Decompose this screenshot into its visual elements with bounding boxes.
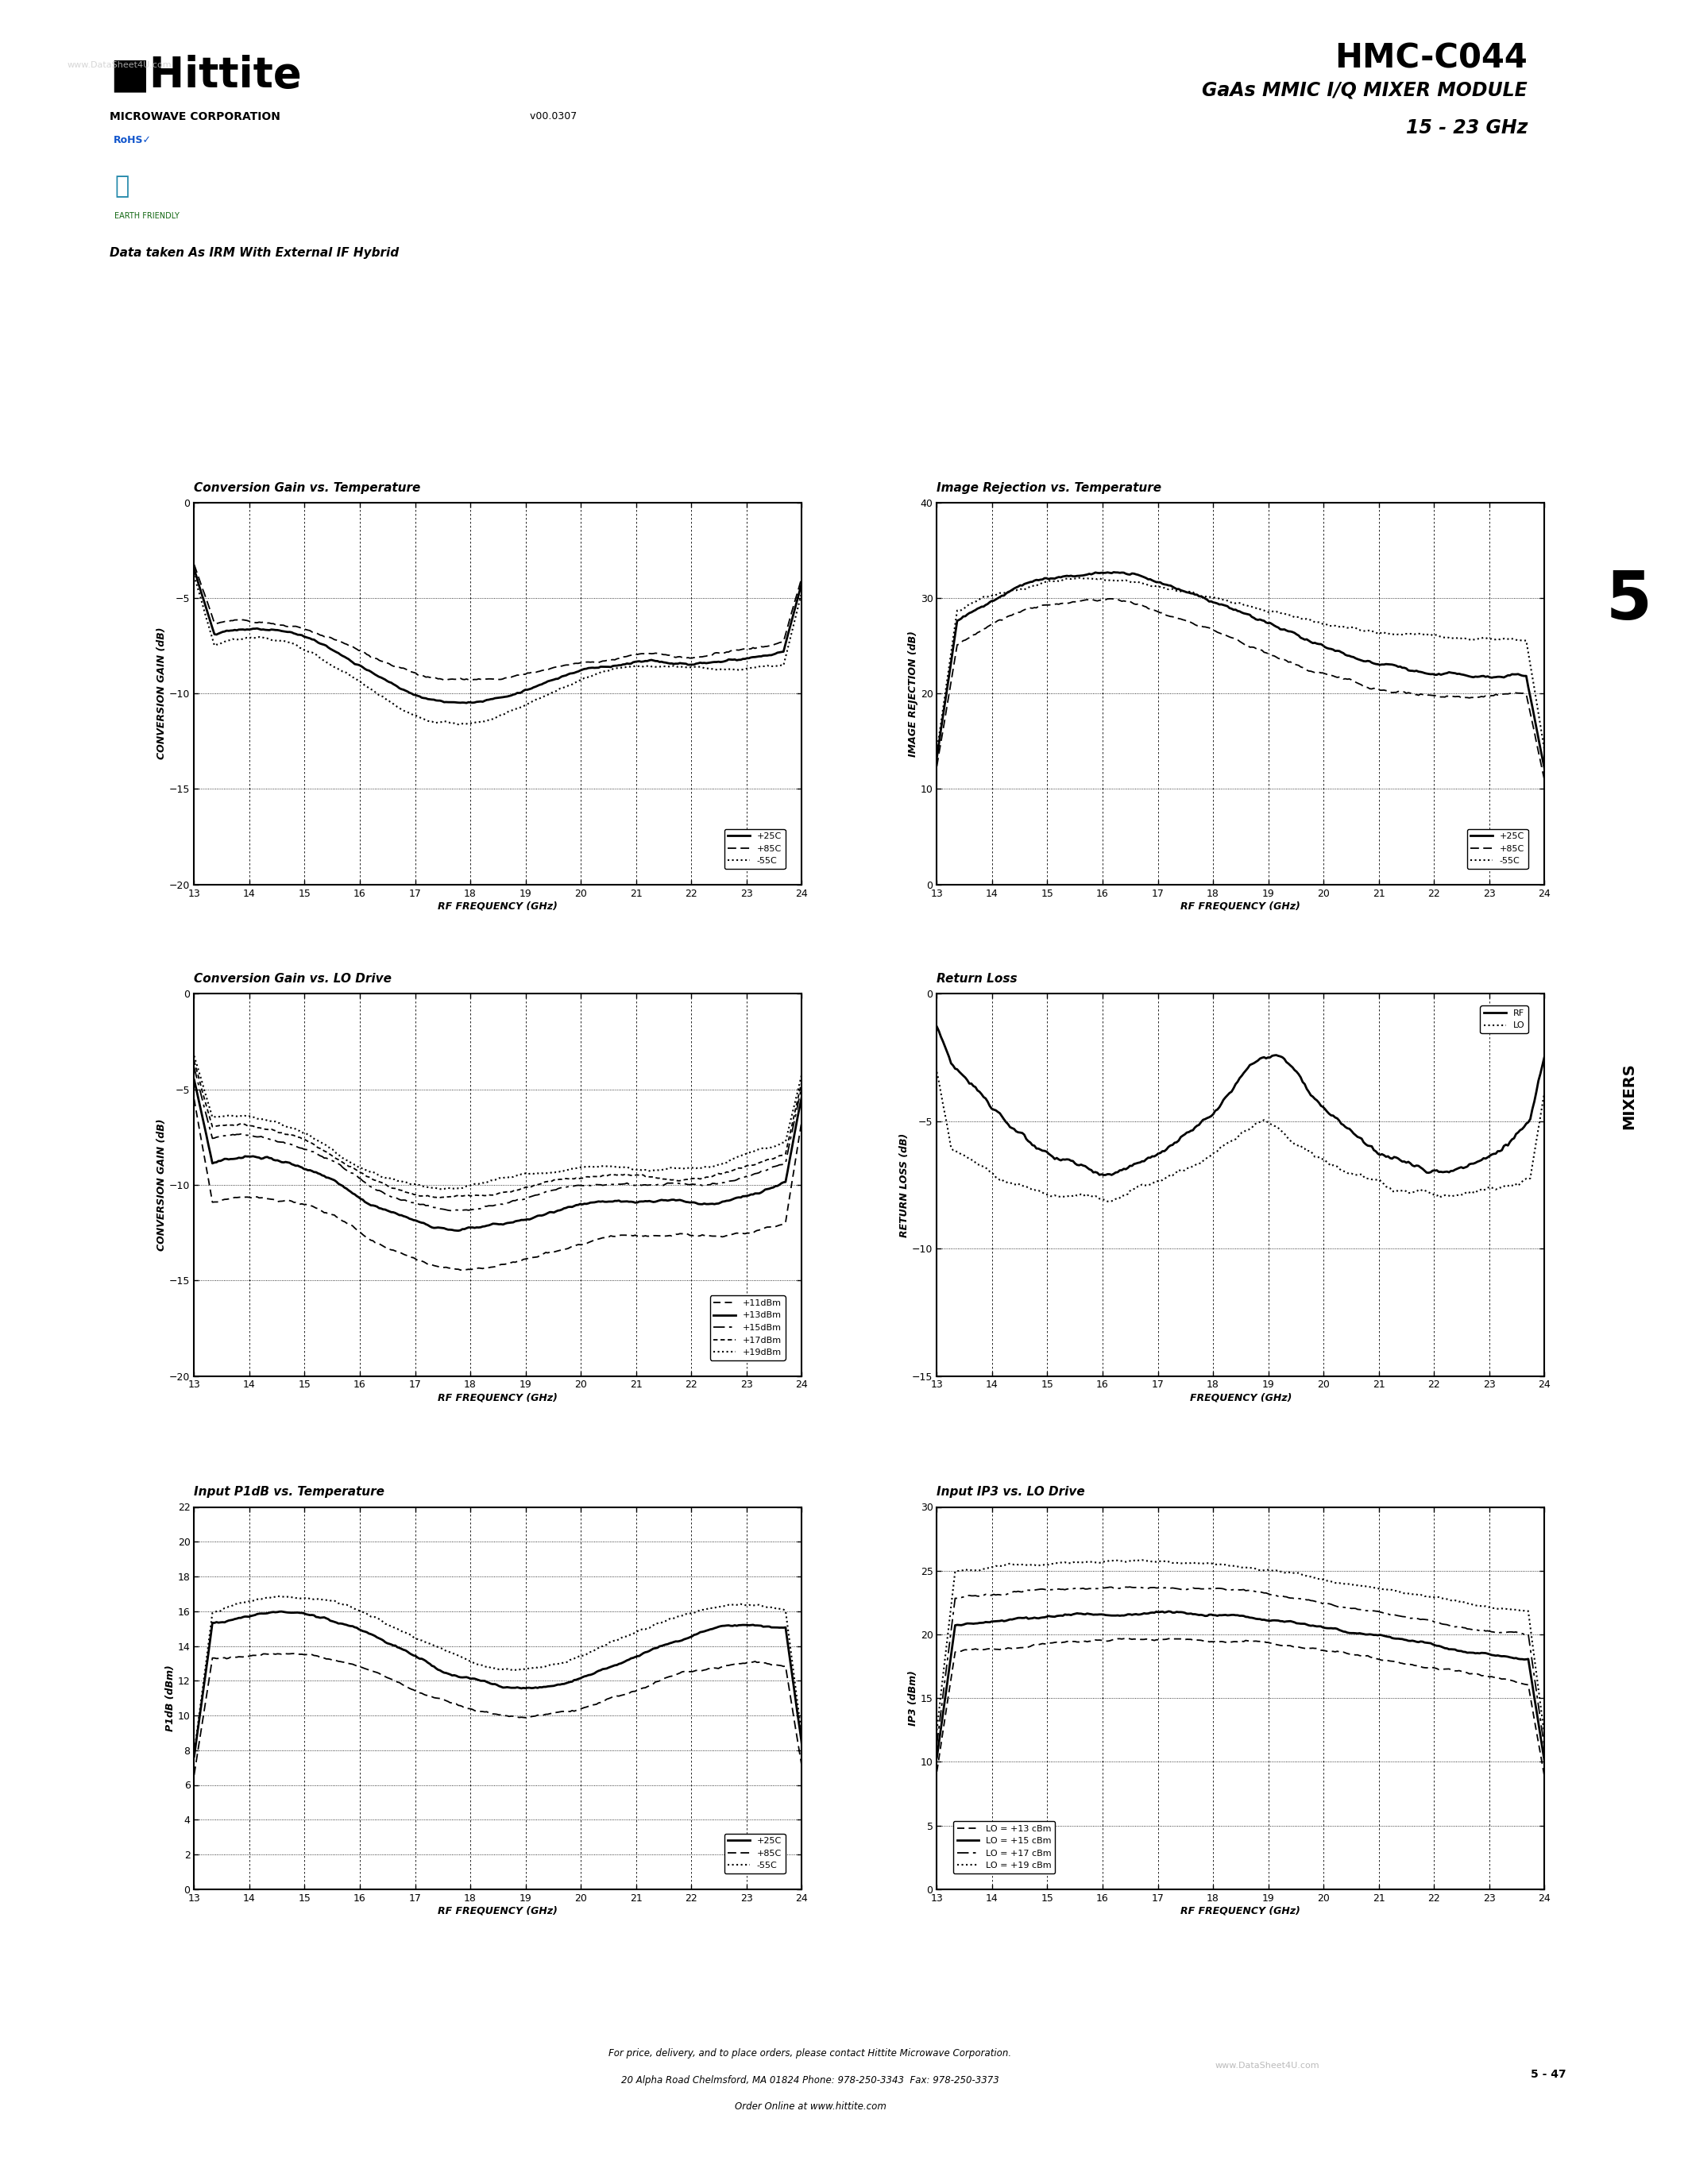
Text: Order Online at www.hittite.com: Order Online at www.hittite.com bbox=[734, 2101, 886, 2112]
Text: HMC-C044: HMC-C044 bbox=[1335, 41, 1528, 74]
Legend: +25C, +85C, -55C: +25C, +85C, -55C bbox=[724, 1835, 785, 1874]
X-axis label: RF FREQUENCY (GHz): RF FREQUENCY (GHz) bbox=[439, 902, 557, 911]
Text: Return Loss: Return Loss bbox=[937, 974, 1018, 985]
Legend: LO = +13 cBm, LO = +15 cBm, LO = +17 cBm, LO = +19 cBm: LO = +13 cBm, LO = +15 cBm, LO = +17 cBm… bbox=[954, 1821, 1055, 1874]
Text: MIXERS: MIXERS bbox=[1622, 1064, 1636, 1129]
Text: GaAs MMIC I/Q MIXER MODULE: GaAs MMIC I/Q MIXER MODULE bbox=[1202, 81, 1528, 100]
Legend: +25C, +85C, -55C: +25C, +85C, -55C bbox=[724, 830, 785, 869]
Text: Input IP3 vs. LO Drive: Input IP3 vs. LO Drive bbox=[937, 1487, 1085, 1498]
Text: www.DataSheet4U.com: www.DataSheet4U.com bbox=[1215, 2062, 1320, 2070]
Text: For price, delivery, and to place orders, please contact Hittite Microwave Corpo: For price, delivery, and to place orders… bbox=[609, 2049, 1011, 2060]
Text: EARTH FRIENDLY: EARTH FRIENDLY bbox=[115, 212, 181, 221]
Legend: RF, LO: RF, LO bbox=[1480, 1007, 1528, 1033]
Legend: +11dBm, +13dBm, +15dBm, +17dBm, +19dBm: +11dBm, +13dBm, +15dBm, +17dBm, +19dBm bbox=[711, 1295, 785, 1361]
Y-axis label: IMAGE REJECTION (dB): IMAGE REJECTION (dB) bbox=[908, 631, 918, 756]
X-axis label: RF FREQUENCY (GHz): RF FREQUENCY (GHz) bbox=[439, 1907, 557, 1915]
Y-axis label: CONVERSION GAIN (dB): CONVERSION GAIN (dB) bbox=[157, 1118, 167, 1251]
Text: Ⓔ: Ⓔ bbox=[115, 175, 130, 199]
Text: Conversion Gain vs. Temperature: Conversion Gain vs. Temperature bbox=[194, 483, 420, 494]
Text: Conversion Gain vs. LO Drive: Conversion Gain vs. LO Drive bbox=[194, 974, 392, 985]
Text: Data taken As IRM With External IF Hybrid: Data taken As IRM With External IF Hybri… bbox=[110, 247, 398, 258]
X-axis label: RF FREQUENCY (GHz): RF FREQUENCY (GHz) bbox=[439, 1393, 557, 1402]
Text: MICROWAVE CORPORATION: MICROWAVE CORPORATION bbox=[110, 111, 280, 122]
Text: 20 Alpha Road Chelmsford, MA 01824 Phone: 978-250-3343  Fax: 978-250-3373: 20 Alpha Road Chelmsford, MA 01824 Phone… bbox=[621, 2075, 999, 2086]
Text: 15 - 23 GHz: 15 - 23 GHz bbox=[1406, 118, 1528, 138]
X-axis label: RF FREQUENCY (GHz): RF FREQUENCY (GHz) bbox=[1182, 1907, 1301, 1915]
Text: www.DataSheet4U.com: www.DataSheet4U.com bbox=[68, 61, 172, 70]
Y-axis label: RETURN LOSS (dB): RETURN LOSS (dB) bbox=[900, 1133, 910, 1236]
Y-axis label: IP3 (dBm): IP3 (dBm) bbox=[908, 1671, 918, 1725]
Text: ■Hittite: ■Hittite bbox=[110, 55, 302, 96]
Text: Input P1dB vs. Temperature: Input P1dB vs. Temperature bbox=[194, 1487, 385, 1498]
Y-axis label: CONVERSION GAIN (dB): CONVERSION GAIN (dB) bbox=[157, 627, 167, 760]
Text: Image Rejection vs. Temperature: Image Rejection vs. Temperature bbox=[937, 483, 1161, 494]
Text: 5 - 47: 5 - 47 bbox=[1531, 2068, 1566, 2081]
Y-axis label: P1dB (dBm): P1dB (dBm) bbox=[165, 1664, 176, 1732]
Text: v00.0307: v00.0307 bbox=[523, 111, 577, 122]
Text: RoHS✓: RoHS✓ bbox=[113, 135, 152, 146]
X-axis label: FREQUENCY (GHz): FREQUENCY (GHz) bbox=[1190, 1393, 1291, 1402]
Legend: +25C, +85C, -55C: +25C, +85C, -55C bbox=[1467, 830, 1528, 869]
Text: 5: 5 bbox=[1605, 568, 1653, 633]
X-axis label: RF FREQUENCY (GHz): RF FREQUENCY (GHz) bbox=[1182, 902, 1301, 911]
